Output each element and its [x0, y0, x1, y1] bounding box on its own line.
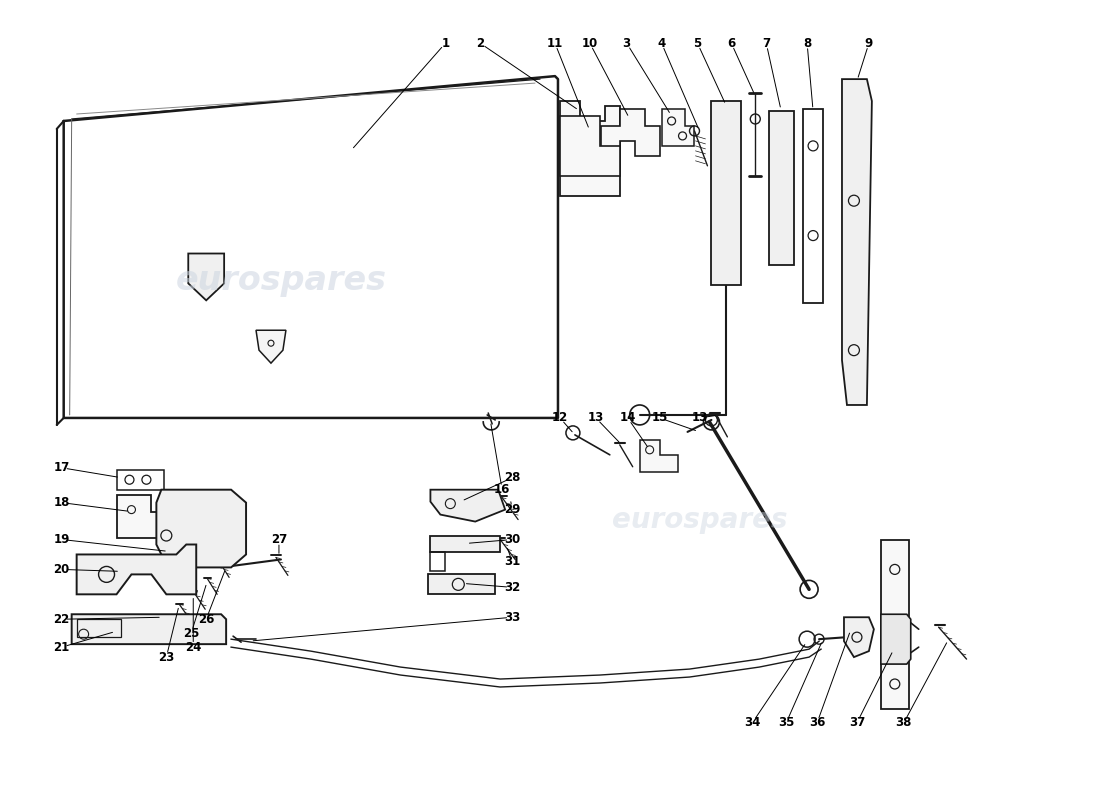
Text: 36: 36	[808, 716, 825, 730]
Text: 18: 18	[54, 496, 70, 509]
Text: eurospares: eurospares	[612, 506, 788, 534]
Text: 4: 4	[658, 37, 666, 50]
Text: 28: 28	[504, 471, 520, 484]
Bar	[769, 111, 794, 266]
Polygon shape	[72, 614, 227, 644]
Text: 11: 11	[547, 37, 563, 50]
Text: 3: 3	[623, 37, 630, 50]
Polygon shape	[661, 109, 694, 146]
Text: 6: 6	[727, 37, 736, 50]
Text: 30: 30	[504, 533, 520, 546]
Text: 21: 21	[54, 641, 69, 654]
Text: 26: 26	[198, 613, 214, 626]
Polygon shape	[77, 545, 196, 594]
Text: 12: 12	[552, 411, 568, 425]
Text: 29: 29	[504, 503, 520, 516]
Text: 33: 33	[504, 610, 520, 624]
Polygon shape	[560, 116, 619, 176]
Polygon shape	[842, 79, 872, 405]
Bar	[881, 539, 909, 709]
Polygon shape	[430, 490, 505, 522]
Text: 1: 1	[441, 37, 450, 50]
Text: 23: 23	[158, 650, 175, 664]
Text: 13: 13	[692, 411, 707, 425]
Text: 14: 14	[619, 411, 636, 425]
Text: 27: 27	[271, 533, 287, 546]
Polygon shape	[188, 254, 224, 300]
Text: 22: 22	[54, 613, 69, 626]
Text: 5: 5	[693, 37, 702, 50]
Polygon shape	[560, 101, 619, 196]
Text: 38: 38	[895, 716, 912, 730]
Bar	[117, 470, 164, 490]
Text: 10: 10	[582, 37, 598, 50]
Text: 25: 25	[183, 626, 199, 640]
Text: 32: 32	[504, 581, 520, 594]
Polygon shape	[117, 494, 169, 538]
Text: eurospares: eurospares	[175, 264, 386, 297]
Text: 16: 16	[494, 483, 510, 496]
Polygon shape	[601, 109, 660, 156]
Bar	[803, 109, 823, 303]
Text: 7: 7	[762, 37, 770, 50]
Text: 15: 15	[651, 411, 668, 425]
Text: 20: 20	[54, 563, 69, 576]
Text: 37: 37	[849, 716, 865, 730]
Polygon shape	[156, 490, 246, 567]
Polygon shape	[640, 440, 678, 472]
Polygon shape	[256, 330, 286, 363]
Text: 24: 24	[185, 641, 201, 654]
Text: 31: 31	[504, 555, 520, 568]
Text: 9: 9	[865, 37, 873, 50]
Text: 17: 17	[54, 462, 69, 474]
Text: 34: 34	[744, 716, 760, 730]
Text: 19: 19	[54, 533, 70, 546]
Text: 35: 35	[778, 716, 794, 730]
Text: 8: 8	[803, 37, 811, 50]
Polygon shape	[844, 618, 873, 657]
Bar	[712, 101, 741, 286]
Polygon shape	[430, 535, 500, 553]
Bar	[77, 619, 121, 637]
Polygon shape	[881, 614, 911, 664]
Text: 13: 13	[587, 411, 604, 425]
Text: 2: 2	[476, 37, 484, 50]
Polygon shape	[428, 574, 495, 594]
